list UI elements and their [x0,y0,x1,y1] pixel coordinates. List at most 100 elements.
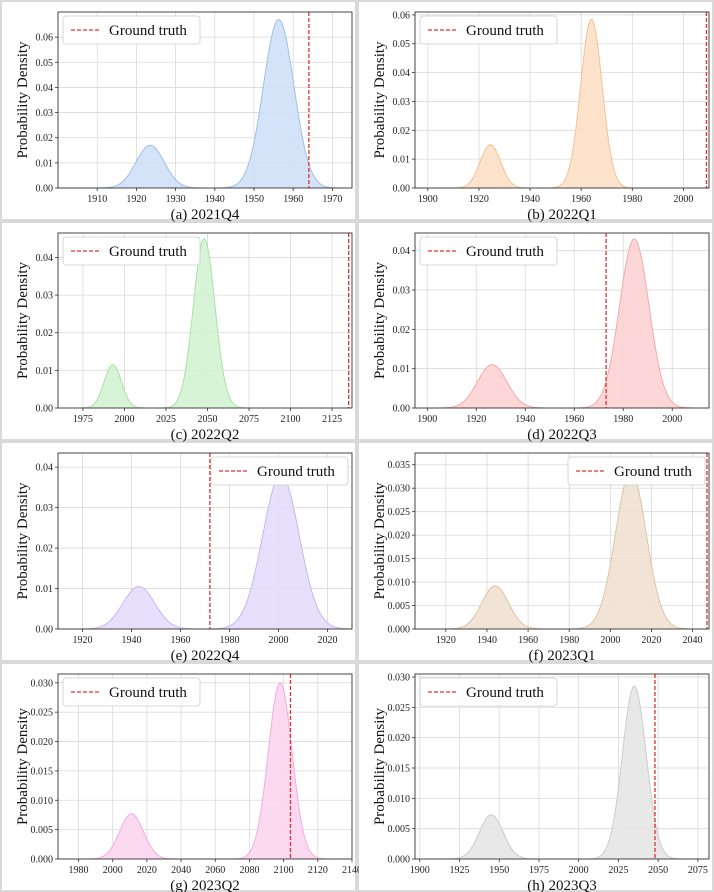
x-tick-label: 1940 [520,194,540,205]
density-area [58,475,352,629]
x-tick-label: 1940 [515,414,535,425]
x-tick-label: 1980 [613,414,633,425]
axes-frame [414,673,710,860]
x-tick-label: 2125 [322,414,342,425]
x-tick-label: 1910 [87,194,107,205]
axes-frame [414,452,710,630]
y-tick-label: 0.000 [388,855,411,866]
y-tick-label: 0.02 [36,328,54,339]
y-tick-label: 0.01 [36,158,54,169]
legend: Ground truth [419,236,558,266]
x-tick-label: 1920 [466,414,486,425]
x-tick-label: 1960 [564,414,584,425]
panel-caption: (b) 2022Q1 [527,207,597,223]
y-tick-label: 0.005 [388,601,411,612]
legend-box [62,677,201,707]
y-tick-label: 0.00 [393,184,411,195]
legend-box [567,456,706,486]
axes-frame [57,452,353,630]
panel-caption: (f) 2023Q1 [528,648,595,664]
legend-label: Ground truth [257,464,335,480]
y-tick-label: 0.010 [388,794,411,805]
x-tick-label: 2060 [205,865,225,876]
y-axis-label: Probability Density [372,707,388,825]
x-tick-label: 1960 [571,194,591,205]
x-tick-label: 2040 [171,865,191,876]
x-tick-label: 1920 [126,194,146,205]
y-tick-label: 0.02 [36,133,54,144]
y-tick-label: 0.00 [36,184,54,195]
x-tick-label: 2100 [281,414,301,425]
chart-panel-5: 1920 1940 1960 1980 2000 2020 0.00 0.01 0.02 0.03… [2,443,355,664]
y-axis-label: Probability Density [15,41,31,159]
y-tick-label: 0.015 [388,764,411,775]
chart-panel-3: 1975 2000 2025 2050 2075 2100 2125 0.00 0.01 0.02… [2,223,355,443]
chart-panel-7: 1980 2000 2020 2040 2060 2080 2100 2120 2140 0.00… [2,664,362,892]
x-tick-label: 2000 [569,865,589,876]
y-tick-label: 0.030 [31,678,54,689]
x-tick-label: 2000 [673,194,693,205]
y-tick-label: 0.010 [388,578,411,589]
x-tick-label: 1950 [244,194,264,205]
x-tick-label: 2000 [269,635,289,646]
y-tick-label: 0.03 [36,503,54,514]
x-tick-label: 1960 [171,635,191,646]
legend-box [62,15,201,45]
y-tick-label: 0.01 [36,584,54,595]
x-tick-label: 1900 [410,865,430,876]
x-tick-label: 2000 [114,414,134,425]
y-tick-label: 0.02 [36,544,54,555]
x-tick-label: 2080 [239,865,259,876]
y-tick-label: 0.00 [36,404,54,415]
y-tick-label: 0.02 [393,325,411,336]
y-tick-label: 0.02 [393,126,411,137]
legend-box [419,677,558,707]
x-tick-label: 2000 [103,865,123,876]
panel-caption: (c) 2022Q2 [171,427,240,443]
x-tick-label: 1960 [518,635,538,646]
y-tick-label: 0.000 [388,625,411,636]
chart-panel-2: 1900 1920 1940 1960 1980 2000 0.00 0.01 0.02 0.03… [359,2,712,223]
y-axis-label: Probability Density [372,482,388,600]
chart-panel-6: 1920 1940 1960 1980 2000 2020 2040 0.000 0.005 0.… [359,443,712,664]
y-tick-label: 0.000 [31,855,54,866]
y-tick-label: 0.01 [393,155,411,166]
y-tick-label: 0.06 [393,10,411,21]
legend: Ground truth [62,236,201,266]
density-area [415,471,709,629]
x-tick-label: 1980 [69,865,89,876]
y-tick-label: 0.03 [393,286,411,297]
y-tick-label: 0.005 [388,824,411,835]
y-tick-label: 0.03 [36,291,54,302]
x-tick-label: 1980 [220,635,240,646]
y-tick-label: 0.04 [393,246,411,257]
legend-label: Ground truth [466,23,544,39]
x-tick-label: 2000 [600,635,620,646]
y-tick-label: 0.020 [388,733,411,744]
y-axis-label: Probability Density [15,707,31,825]
legend-label: Ground truth [614,464,692,480]
y-tick-label: 0.05 [36,58,54,69]
x-tick-label: 2050 [197,414,217,425]
x-tick-label: 2050 [648,865,668,876]
x-tick-label: 1975 [73,414,93,425]
y-tick-label: 0.025 [388,507,411,518]
x-tick-label: 2025 [156,414,176,425]
density-area [58,682,352,859]
y-tick-label: 0.05 [393,39,411,50]
y-tick-label: 0.01 [36,366,54,377]
y-tick-label: 0.035 [388,460,411,471]
x-tick-label: 1920 [73,635,93,646]
legend-box [419,236,558,266]
y-tick-label: 0.005 [31,825,54,836]
axes-frame [414,232,710,409]
axes-frame [57,673,353,860]
x-tick-label: 2040 [683,635,703,646]
legend: Ground truth [62,677,201,707]
y-tick-label: 0.04 [36,253,54,264]
x-tick-label: 2000 [662,414,682,425]
legend-label: Ground truth [109,23,187,39]
y-tick-label: 0.015 [388,554,411,565]
x-tick-label: 2075 [239,414,259,425]
